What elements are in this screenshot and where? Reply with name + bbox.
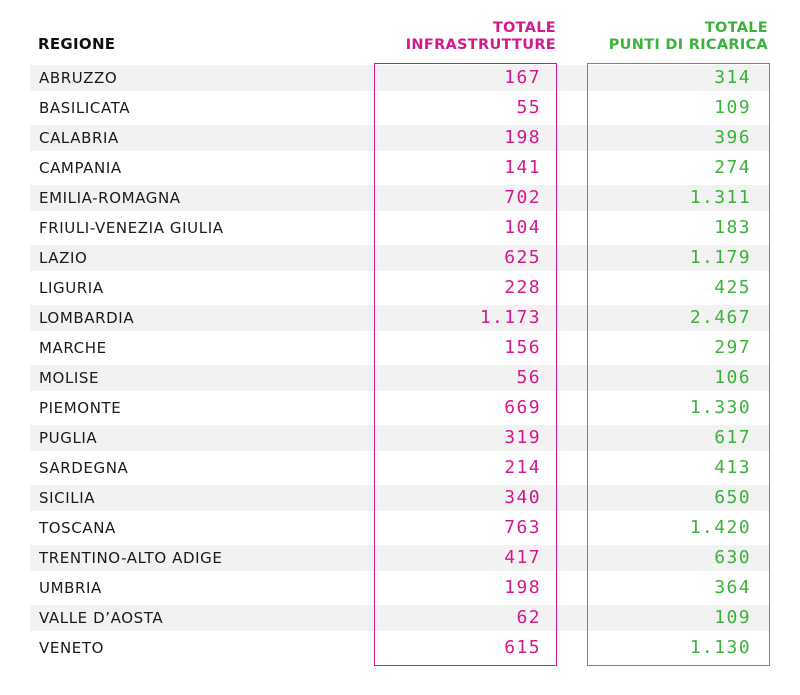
infra-value: 340 — [504, 487, 541, 508]
punti-value: 297 — [714, 337, 751, 358]
table-row: TRENTINO-ALTO ADIGE 417 630 — [30, 545, 770, 571]
table-row: BASILICATA 55 109 — [30, 95, 770, 121]
punti-value: 396 — [714, 127, 751, 148]
region-name: CALABRIA — [39, 129, 119, 147]
infra-value: 198 — [504, 127, 541, 148]
header-region: REGIONE — [38, 35, 116, 53]
table-row: LIGURIA 228 425 — [30, 275, 770, 301]
table-row: CAMPANIA 141 274 — [30, 155, 770, 181]
region-name: MARCHE — [39, 339, 107, 357]
table-row: PIEMONTE 669 1.330 — [30, 395, 770, 421]
infra-value: 214 — [504, 457, 541, 478]
infra-value: 156 — [504, 337, 541, 358]
infra-value: 198 — [504, 577, 541, 598]
region-name: LOMBARDIA — [39, 309, 135, 327]
header-total-charging-points: TOTALE PUNTI DI RICARICA — [609, 20, 768, 54]
table-row: SICILIA 340 650 — [30, 485, 770, 511]
table-row: CALABRIA 198 396 — [30, 125, 770, 151]
table-row: EMILIA-ROMAGNA 702 1.311 — [30, 185, 770, 211]
infra-value: 1.173 — [479, 307, 541, 328]
region-name: ABRUZZO — [39, 69, 118, 87]
punti-value: 617 — [714, 427, 751, 448]
punti-value: 1.130 — [689, 637, 751, 658]
infra-value: 62 — [516, 607, 541, 628]
infra-value: 228 — [504, 277, 541, 298]
infra-value: 615 — [504, 637, 541, 658]
region-name: CAMPANIA — [39, 159, 122, 177]
infra-value: 55 — [516, 97, 541, 118]
region-name: BASILICATA — [39, 99, 131, 117]
region-name: UMBRIA — [39, 579, 102, 597]
punti-value: 425 — [714, 277, 751, 298]
header-punti-line-2: PUNTI DI RICARICA — [608, 37, 768, 53]
punti-value: 109 — [714, 97, 751, 118]
header-total-infrastructures: TOTALE INFRASTRUTTURE — [406, 20, 556, 54]
table-row: PUGLIA 319 617 — [30, 425, 770, 451]
region-name: TOSCANA — [39, 519, 116, 537]
punti-value: 106 — [714, 367, 751, 388]
infra-value: 702 — [504, 187, 541, 208]
header-infra-line-2: INFRASTRUTTURE — [405, 37, 556, 53]
region-name: SICILIA — [39, 489, 96, 507]
region-name: VENETO — [39, 639, 105, 657]
punti-value: 1.311 — [689, 187, 751, 208]
punti-value: 630 — [714, 547, 751, 568]
punti-value: 364 — [714, 577, 751, 598]
table-row: FRIULI-VENEZIA GIULIA 104 183 — [30, 215, 770, 241]
region-name: LAZIO — [39, 249, 88, 267]
infra-value: 763 — [504, 517, 541, 538]
table-row: ABRUZZO 167 314 — [30, 65, 770, 91]
infra-value: 167 — [504, 67, 541, 88]
punti-value: 314 — [714, 67, 751, 88]
table-row: MOLISE 56 106 — [30, 365, 770, 391]
table-row: LOMBARDIA 1.173 2.467 — [30, 305, 770, 331]
header-infra-line-1: TOTALE — [492, 20, 556, 36]
table-row: TOSCANA 763 1.420 — [30, 515, 770, 541]
punti-value: 1.420 — [689, 517, 751, 538]
infra-value: 104 — [504, 217, 541, 238]
region-name: TRENTINO-ALTO ADIGE — [39, 549, 223, 567]
region-name: SARDEGNA — [39, 459, 129, 477]
punti-value: 183 — [714, 217, 751, 238]
infra-value: 141 — [504, 157, 541, 178]
infra-value: 56 — [516, 367, 541, 388]
table-row: VENETO 615 1.130 — [30, 635, 770, 661]
header-punti-line-1: TOTALE — [704, 20, 768, 36]
punti-value: 413 — [714, 457, 751, 478]
table-row: UMBRIA 198 364 — [30, 575, 770, 601]
punti-value: 1.330 — [689, 397, 751, 418]
punti-value: 1.179 — [689, 247, 751, 268]
region-name: LIGURIA — [39, 279, 104, 297]
region-name: PUGLIA — [39, 429, 98, 447]
region-name: MOLISE — [39, 369, 100, 387]
punti-column-frame — [587, 63, 770, 666]
punti-value: 109 — [714, 607, 751, 628]
table-row: MARCHE 156 297 — [30, 335, 770, 361]
region-name: VALLE D’AOSTA — [39, 609, 164, 627]
infra-column-frame — [374, 63, 557, 666]
table-row: SARDEGNA 214 413 — [30, 455, 770, 481]
table-row: LAZIO 625 1.179 — [30, 245, 770, 271]
punti-value: 2.467 — [689, 307, 751, 328]
infra-value: 319 — [504, 427, 541, 448]
region-name: PIEMONTE — [39, 399, 122, 417]
punti-value: 274 — [714, 157, 751, 178]
region-name: FRIULI-VENEZIA GIULIA — [39, 219, 224, 237]
infra-value: 417 — [504, 547, 541, 568]
table-row: VALLE D’AOSTA 62 109 — [30, 605, 770, 631]
infra-value: 669 — [504, 397, 541, 418]
punti-value: 650 — [714, 487, 751, 508]
infra-value: 625 — [504, 247, 541, 268]
region-name: EMILIA-ROMAGNA — [39, 189, 181, 207]
